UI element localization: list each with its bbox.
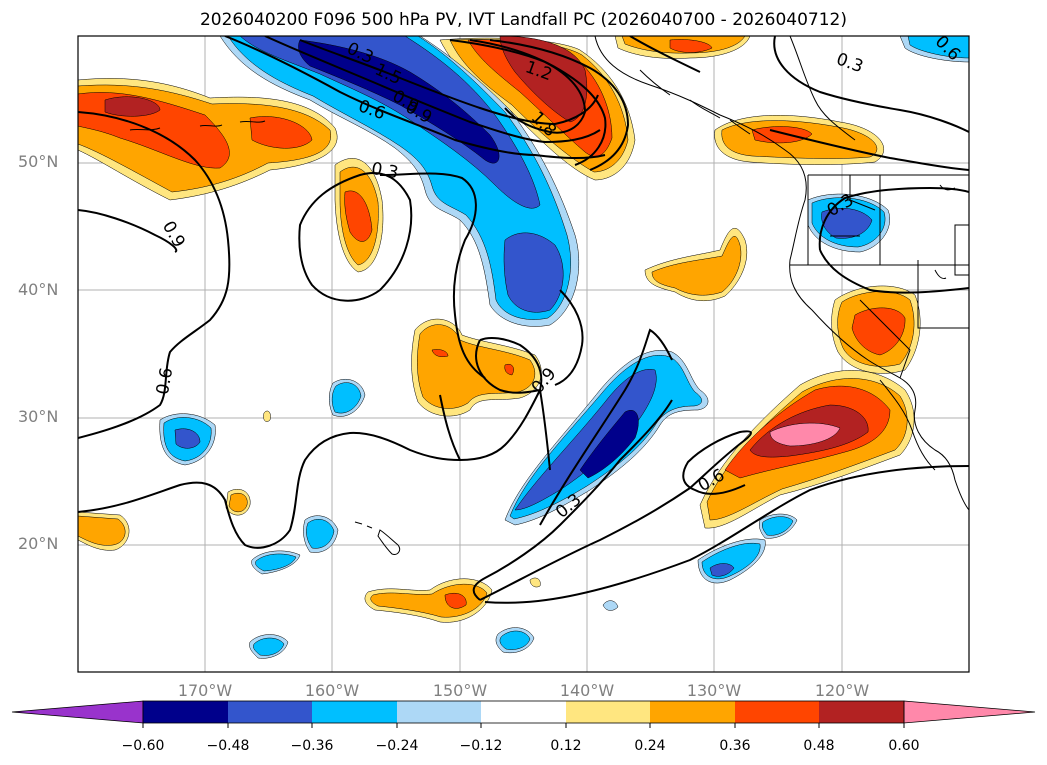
- colorbar-segment: [312, 701, 397, 723]
- colorbar-tick: −0.36: [290, 738, 334, 754]
- colorbar: [11, 700, 1036, 728]
- lat-label-40n: 40°N: [18, 280, 59, 299]
- lon-label-140w: 140°W: [559, 681, 615, 700]
- colorbar-tick: −0.12: [459, 738, 503, 754]
- colorbar-segment: [143, 701, 228, 723]
- lon-label-160w: 160°W: [304, 681, 360, 700]
- colorbar-segment: [819, 701, 904, 723]
- colorbar-segment: [397, 701, 481, 723]
- colorbar-tick: 0.36: [719, 738, 751, 754]
- colorbar-segment: [903, 700, 1036, 724]
- colorbar-tick: 0.24: [634, 738, 666, 754]
- negative-pv-fields: [159, 36, 969, 659]
- map-plot: 0.3 0.6 0.9 1.2 1.5 0.3 0.6 0.9 0.6 0.3 …: [77, 35, 970, 673]
- colorbar-segment: [650, 701, 735, 723]
- colorbar-tick: −0.60: [121, 738, 165, 754]
- positive-pv-fields: [78, 36, 921, 623]
- colorbar-tick: 0.12: [550, 738, 582, 754]
- colorbar-segment: [481, 701, 566, 723]
- map-frame: [77, 35, 970, 673]
- colorbar-segment: [11, 700, 144, 724]
- colorbar-segment: [735, 701, 819, 723]
- contour-label: 0.3: [834, 49, 866, 77]
- lon-label-130w: 130°W: [686, 681, 742, 700]
- lon-label-120w: 120°W: [814, 681, 870, 700]
- colorbar-tick: −0.48: [206, 738, 250, 754]
- lon-label-150w: 150°W: [432, 681, 488, 700]
- lat-label-30n: 30°N: [18, 407, 59, 426]
- colorbar-segment: [566, 701, 650, 723]
- pv-contours: [78, 36, 969, 604]
- coastlines: [129, 36, 969, 555]
- lat-label-20n: 20°N: [18, 534, 59, 553]
- colorbar-tick: −0.24: [375, 738, 419, 754]
- lat-label-50n: 50°N: [18, 152, 59, 171]
- contour-label: 0.3: [370, 159, 400, 183]
- map-title: 2026040200 F096 500 hPa PV, IVT Landfall…: [199, 10, 847, 30]
- colorbar-tick: 0.48: [803, 738, 835, 754]
- colorbar-segment: [228, 701, 312, 723]
- contour-label: 0.9: [158, 218, 189, 251]
- colorbar-tick: 0.60: [888, 738, 920, 754]
- contour-label: 0.6: [153, 366, 177, 396]
- lon-label-170w: 170°W: [177, 681, 233, 700]
